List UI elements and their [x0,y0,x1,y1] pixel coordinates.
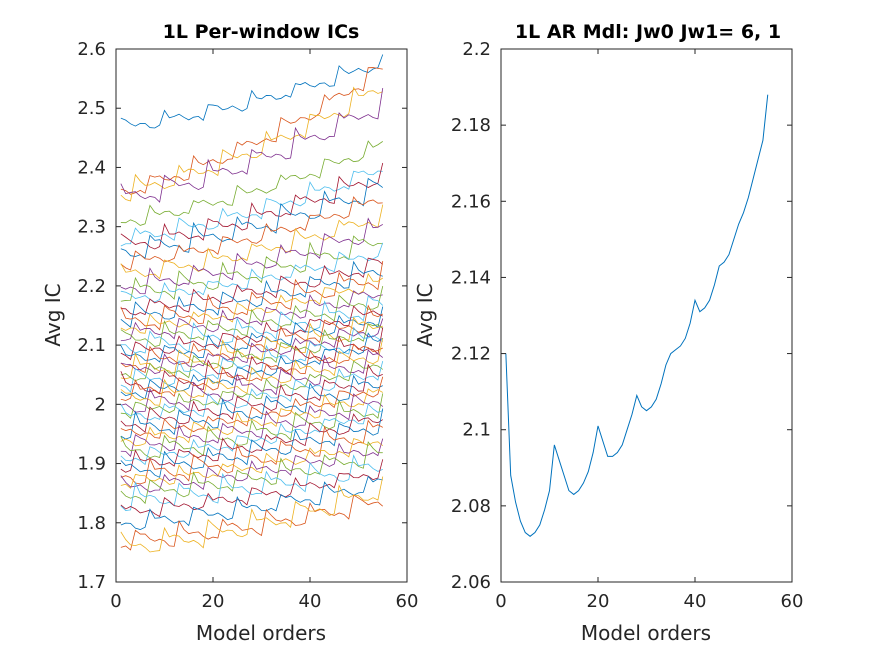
right-x-tick-label: 20 [587,591,610,612]
left-series-line [120,242,384,303]
left-series-line [120,305,383,361]
left-x-tick-label: 20 [202,591,225,612]
left-series-line [120,196,383,271]
left-series-line [120,304,383,374]
left-series-line [120,295,384,354]
left-series-line [120,204,384,280]
left-series-line [120,419,383,485]
left-series-line [120,360,384,421]
right-x-tick-label: 0 [495,591,506,612]
left-series-line [120,67,383,195]
left-series-line [120,257,384,316]
left-x-tick-label: 40 [299,591,322,612]
left-series-line [120,408,384,478]
right-y-axis-label: Avg IC [413,283,437,346]
left-series-line [120,217,383,295]
right-chart-panel: 0 20 40 60 2.06 2.08 2.1 2.12 2.14 2.16 2.18 2.2 1… [413,21,803,645]
left-series-line [120,177,383,259]
left-x-axis-label: Model orders [196,621,326,645]
right-x-ticks: 0 20 40 60 [495,49,803,612]
right-y-tick-label: 2.2 [462,39,491,60]
left-y-tick-label: 2.5 [77,98,106,119]
right-x-tick-label: 60 [781,591,804,612]
right-x-tick-label: 40 [684,591,707,612]
left-y-tick-label: 2.3 [77,217,106,238]
right-series-line [505,94,769,537]
left-series-line [120,260,383,328]
left-series-line [120,438,384,493]
left-y-tick-label: 2.1 [77,335,106,356]
left-series-line [120,349,384,413]
left-x-ticks: 0 20 40 60 [110,49,418,612]
left-y-tick-label: 2.6 [77,39,106,60]
left-series-line [120,475,383,530]
left-y-tick-label: 1.7 [77,572,106,593]
left-y-tick-label: 2.4 [77,157,106,178]
right-y-tick-label: 2.1 [462,420,491,441]
left-series-line [120,162,384,250]
left-series-line [120,459,384,518]
left-series-line [120,393,384,458]
left-series-line [120,413,383,473]
right-y-tick-label: 2.08 [451,496,491,517]
left-series-line [120,338,384,406]
right-x-axis-label: Model orders [581,621,711,645]
left-series-line [120,290,383,342]
left-y-tick-label: 2.2 [77,276,106,297]
left-chart-panel: 0 20 40 60 1.7 1.8 1.9 2 2.1 2.2 2.3 2.4 2.5 2.6 1L … [41,21,418,645]
right-y-ticks: 2.06 2.08 2.1 2.12 2.14 2.16 2.18 2.2 [451,39,792,593]
left-series-line [120,235,383,302]
right-series-group [505,94,769,537]
left-series-line [120,170,383,247]
left-series-line [120,87,384,203]
left-series-line [120,494,384,551]
left-series-line [120,454,383,511]
left-y-tick-label: 1.8 [77,513,106,534]
left-series-line [120,86,383,202]
left-series-line [120,476,384,553]
left-series-line [120,140,383,226]
left-series-line [120,260,384,331]
left-y-tick-label: 2 [95,394,106,415]
left-series-line [120,343,383,401]
right-y-tick-label: 2.12 [451,344,491,365]
left-x-tick-label: 60 [396,591,419,612]
left-series-line [120,360,383,419]
right-plot-area [500,48,793,583]
left-series-line [120,54,384,129]
left-chart-title: 1L Per-window ICs [163,21,360,43]
left-series-line [120,441,383,505]
left-y-tick-label: 1.9 [77,454,106,475]
left-x-tick-label: 0 [110,591,121,612]
right-y-tick-label: 2.06 [451,572,491,593]
left-y-ticks: 1.7 1.8 1.9 2 2.1 2.2 2.3 2.4 2.5 2.6 [77,39,407,593]
left-series-line [120,318,384,374]
left-y-axis-label: Avg IC [41,283,65,346]
left-series-line [120,376,384,439]
left-series-line [120,438,383,489]
right-y-tick-label: 2.16 [451,191,491,212]
left-series-line [120,393,384,459]
left-series-line [120,306,384,363]
left-series-line [120,285,384,347]
left-series-group [120,54,384,553]
right-chart-title: 1L AR Mdl: Jw0 Jw1= 6, 1 [515,21,781,43]
right-y-tick-label: 2.18 [451,115,491,136]
left-series-line [120,327,384,395]
right-y-tick-label: 2.14 [451,267,491,288]
